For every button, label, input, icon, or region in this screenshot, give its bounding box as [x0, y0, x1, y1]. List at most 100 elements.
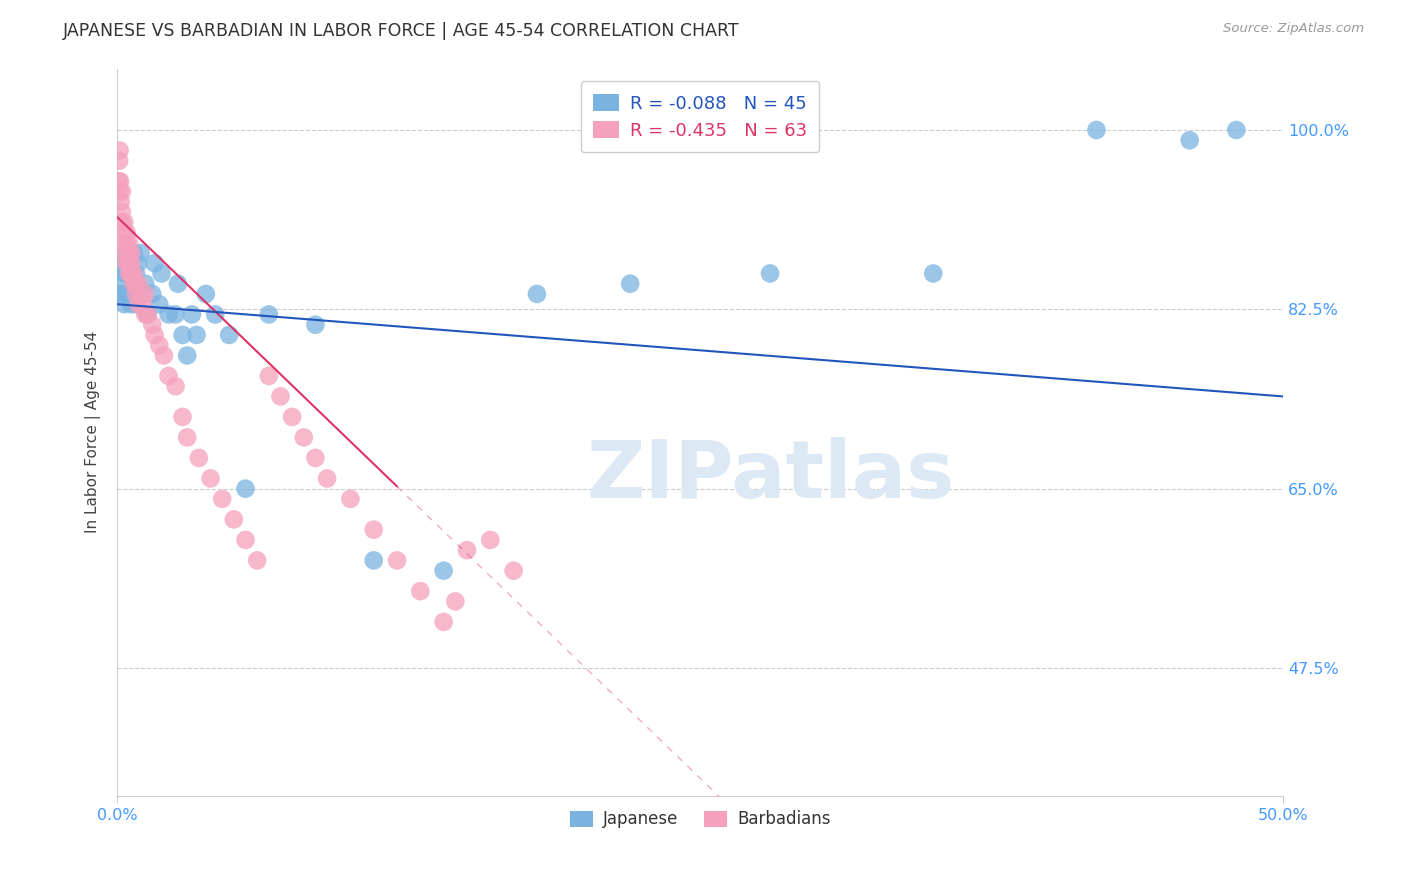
Point — [134, 277, 156, 291]
Point — [120, 246, 142, 260]
Point — [125, 297, 148, 311]
Text: JAPANESE VS BARBADIAN IN LABOR FORCE | AGE 45-54 CORRELATION CHART: JAPANESE VS BARBADIAN IN LABOR FORCE | A… — [63, 22, 740, 40]
Point — [112, 246, 135, 260]
Point — [111, 277, 134, 291]
Point — [115, 256, 138, 270]
Point — [186, 328, 208, 343]
Point — [141, 318, 163, 332]
Point — [269, 389, 291, 403]
Point — [204, 308, 226, 322]
Point — [118, 267, 141, 281]
Point — [444, 594, 467, 608]
Point — [127, 256, 149, 270]
Point — [409, 584, 432, 599]
Point — [134, 287, 156, 301]
Point — [363, 523, 385, 537]
Point — [922, 267, 945, 281]
Point — [176, 348, 198, 362]
Point — [120, 256, 142, 270]
Point — [115, 246, 138, 260]
Point — [304, 318, 326, 332]
Point — [122, 267, 145, 281]
Point — [150, 267, 173, 281]
Point — [1225, 123, 1247, 137]
Point — [118, 235, 141, 250]
Point — [132, 297, 155, 311]
Point — [129, 287, 152, 301]
Point — [115, 226, 138, 240]
Point — [108, 185, 131, 199]
Point — [110, 194, 132, 209]
Point — [118, 256, 141, 270]
Point — [200, 471, 222, 485]
Point — [257, 308, 280, 322]
Text: Source: ZipAtlas.com: Source: ZipAtlas.com — [1223, 22, 1364, 36]
Point — [281, 409, 304, 424]
Point — [134, 308, 156, 322]
Point — [153, 348, 176, 362]
Point — [167, 277, 190, 291]
Point — [235, 533, 257, 547]
Point — [165, 308, 187, 322]
Point — [257, 368, 280, 383]
Point — [1178, 133, 1201, 147]
Point — [112, 297, 135, 311]
Point — [456, 543, 478, 558]
Point — [148, 338, 170, 352]
Point — [111, 185, 134, 199]
Point — [111, 205, 134, 219]
Point — [246, 553, 269, 567]
Point — [112, 226, 135, 240]
Point — [157, 368, 180, 383]
Point — [108, 174, 131, 188]
Point — [112, 267, 135, 281]
Point — [120, 297, 142, 311]
Point — [107, 174, 129, 188]
Text: ZIPatlas: ZIPatlas — [586, 437, 955, 515]
Point — [526, 287, 548, 301]
Point — [125, 287, 148, 301]
Point — [118, 246, 141, 260]
Point — [108, 287, 131, 301]
Point — [125, 267, 148, 281]
Point — [111, 256, 134, 270]
Point — [136, 308, 159, 322]
Point — [165, 379, 187, 393]
Point — [222, 512, 245, 526]
Point — [316, 471, 339, 485]
Point — [292, 430, 315, 444]
Point — [218, 328, 240, 343]
Point — [122, 246, 145, 260]
Legend: Japanese, Barbadians: Japanese, Barbadians — [564, 804, 837, 835]
Point — [118, 256, 141, 270]
Point — [433, 564, 456, 578]
Point — [111, 215, 134, 229]
Point — [157, 308, 180, 322]
Point — [127, 277, 149, 291]
Point — [115, 287, 138, 301]
Point — [122, 277, 145, 291]
Point — [339, 491, 361, 506]
Point — [759, 267, 782, 281]
Point — [115, 235, 138, 250]
Point — [211, 491, 233, 506]
Point — [187, 450, 209, 465]
Point — [129, 246, 152, 260]
Point — [112, 287, 135, 301]
Point — [108, 153, 131, 168]
Point — [127, 297, 149, 311]
Point — [148, 297, 170, 311]
Y-axis label: In Labor Force | Age 45-54: In Labor Force | Age 45-54 — [86, 331, 101, 533]
Point — [176, 430, 198, 444]
Point — [125, 277, 148, 291]
Point — [1085, 123, 1108, 137]
Point — [180, 308, 202, 322]
Point — [112, 215, 135, 229]
Point — [304, 450, 326, 465]
Point — [112, 235, 135, 250]
Point — [120, 267, 142, 281]
Point — [108, 144, 131, 158]
Point — [118, 287, 141, 301]
Point — [433, 615, 456, 629]
Point — [115, 267, 138, 281]
